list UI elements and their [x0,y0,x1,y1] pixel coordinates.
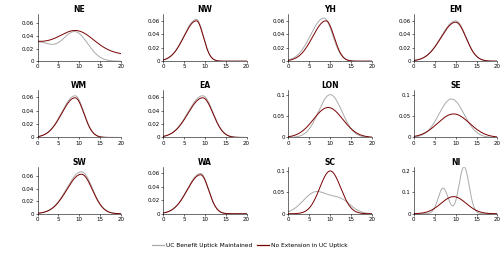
Title: NW: NW [198,5,212,14]
Title: NI: NI [451,158,460,167]
Title: SW: SW [72,158,86,167]
Title: LON: LON [322,81,339,90]
Legend: UC Benefit Uptick Maintained, No Extension in UC Uptick: UC Benefit Uptick Maintained, No Extensi… [150,241,350,251]
Title: EM: EM [449,5,462,14]
Title: SE: SE [450,81,461,90]
Title: NE: NE [74,5,85,14]
Title: EA: EA [199,81,210,90]
Title: SC: SC [324,158,336,167]
Title: WM: WM [72,81,88,90]
Title: YH: YH [324,5,336,14]
Title: WA: WA [198,158,211,167]
